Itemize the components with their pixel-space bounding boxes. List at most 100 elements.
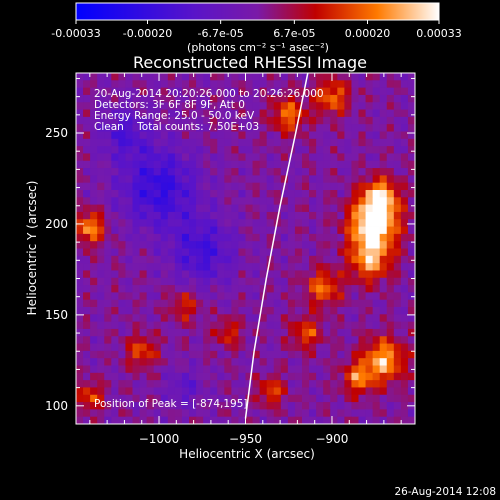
- heatmap-cell: [231, 124, 239, 132]
- heatmap-cell: [273, 204, 282, 213]
- heatmap-cell: [309, 387, 317, 396]
- heatmap-cell: [146, 124, 155, 132]
- heatmap-cell: [309, 409, 317, 418]
- heatmap-cell: [252, 285, 261, 293]
- heatmap-cell: [386, 365, 395, 374]
- heatmap-cell: [83, 248, 91, 257]
- heatmap-cell: [167, 160, 176, 169]
- heatmap-cell: [252, 226, 261, 235]
- heatmap-cell: [167, 263, 176, 271]
- heatmap-cell: [90, 365, 98, 374]
- heatmap-cell: [309, 168, 317, 176]
- heatmap-cell: [379, 146, 388, 154]
- heatmap-cell: [238, 87, 246, 96]
- heatmap-cell: [238, 336, 246, 344]
- heatmap-cell: [139, 270, 148, 279]
- heatmap-cell: [252, 160, 261, 169]
- heatmap-cell: [104, 416, 112, 424]
- heatmap-cell: [181, 131, 190, 140]
- heatmap-cell: [393, 87, 402, 96]
- heatmap-cell: [351, 190, 359, 198]
- heatmap-cell: [407, 168, 415, 176]
- heatmap-cell: [97, 409, 105, 418]
- heatmap-cell: [252, 87, 261, 96]
- heatmap-cell: [174, 204, 183, 213]
- heatmap-cell: [407, 109, 415, 118]
- heatmap-cell: [252, 182, 261, 191]
- heatmap-cell: [407, 182, 415, 191]
- heatmap-cell: [245, 190, 253, 198]
- heatmap-cell: [266, 80, 275, 89]
- heatmap-cell: [83, 153, 91, 162]
- heatmap-cell: [372, 394, 381, 403]
- heatmap-cell: [104, 299, 112, 308]
- heatmap-cell: [365, 314, 374, 323]
- heatmap-cell: [224, 336, 232, 344]
- heatmap-cell: [196, 131, 204, 140]
- heatmap-cell: [294, 102, 303, 110]
- heatmap-cell: [372, 204, 381, 213]
- heatmap-cell: [111, 321, 119, 330]
- heatmap-cell: [139, 124, 148, 132]
- heatmap-cell: [344, 138, 352, 147]
- heatmap-cell: [153, 124, 162, 132]
- heatmap-cell: [252, 328, 261, 337]
- heatmap-cell: [294, 168, 303, 176]
- heatmap-cell: [252, 131, 261, 140]
- heatmap-cell: [153, 248, 162, 257]
- heatmap-cell: [104, 124, 112, 132]
- heatmap-cell: [139, 365, 148, 374]
- heatmap-cell: [167, 241, 176, 249]
- heatmap-cell: [104, 219, 112, 227]
- heatmap-cell: [153, 321, 162, 330]
- heatmap-cell: [316, 211, 324, 220]
- heatmap-cell: [302, 241, 310, 249]
- heatmap-cell: [280, 358, 289, 366]
- heatmap-cell: [393, 219, 402, 227]
- heatmap-cell: [287, 394, 296, 403]
- colorbar-strip: [75, 2, 440, 21]
- heatmap-cell: [287, 299, 296, 308]
- colorbar: -0.00033 -0.00020 -6.7e-05 6.7e-05 0.00020 0.…: [51, 2, 462, 54]
- heatmap-cell: [351, 394, 359, 403]
- heatmap-cell: [273, 307, 282, 315]
- heatmap-cell: [118, 241, 126, 249]
- heatmap-cell: [153, 380, 162, 388]
- heatmap-cell: [174, 80, 183, 89]
- heatmap-cell: [231, 409, 239, 418]
- heatmap-cell: [294, 211, 303, 220]
- heatmap-cell: [160, 116, 169, 125]
- heatmap-cell: [252, 416, 261, 424]
- heatmap-cell: [189, 160, 197, 169]
- heatmap-cell: [90, 153, 98, 162]
- heatmap-cell: [238, 387, 246, 396]
- heatmap-cell: [400, 146, 409, 154]
- heatmap-cell: [210, 146, 218, 154]
- heatmap-cell: [203, 343, 211, 352]
- heatmap-cell: [358, 365, 366, 374]
- heatmap-cell: [337, 365, 345, 374]
- heatmap-cell: [266, 124, 275, 132]
- heatmap-cell: [351, 102, 359, 110]
- heatmap-cell: [76, 358, 84, 366]
- heatmap-cell: [111, 168, 119, 176]
- heatmap-cell: [393, 394, 402, 403]
- heatmap-cell: [189, 102, 197, 110]
- heatmap-cell: [280, 175, 289, 184]
- heatmap-cell: [323, 387, 331, 396]
- heatmap-cell: [400, 219, 409, 227]
- heatmap-cell: [330, 219, 338, 227]
- heatmap-cell: [266, 299, 275, 308]
- heatmap-cell: [266, 197, 275, 206]
- heatmap-cell: [118, 153, 126, 162]
- heatmap-cell: [231, 285, 239, 293]
- heatmap-cell: [224, 102, 232, 110]
- heatmap-cell: [132, 116, 140, 125]
- heatmap-cell: [181, 160, 190, 169]
- heatmap-cell: [273, 102, 282, 110]
- heatmap-cell: [167, 343, 176, 352]
- heatmap-cell: [351, 241, 359, 249]
- heatmap-cell: [160, 350, 169, 359]
- heatmap-cell: [302, 190, 310, 198]
- heatmap-cell: [83, 307, 91, 315]
